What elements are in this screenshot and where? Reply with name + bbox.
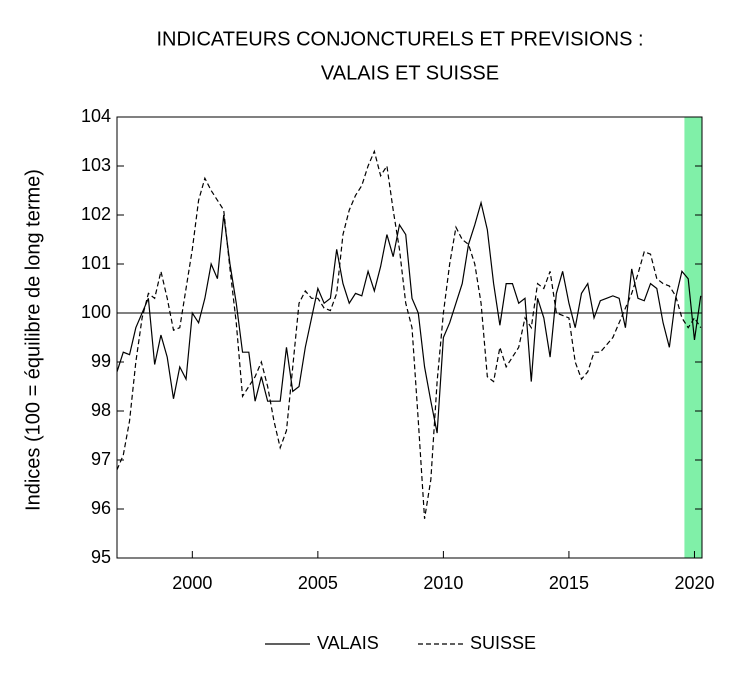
series-line bbox=[116, 149, 702, 519]
y-tick-label: 96 bbox=[91, 498, 111, 518]
y-tick-label: 95 bbox=[91, 547, 111, 567]
y-tick-label: 102 bbox=[81, 204, 111, 224]
y-tick-label: 101 bbox=[81, 253, 111, 273]
series-line bbox=[116, 200, 702, 434]
chart-title: INDICATEURS CONJONCTURELS ET PREVISIONS … bbox=[156, 28, 643, 50]
plot-frame bbox=[116, 116, 703, 559]
x-tick-label: 2005 bbox=[298, 573, 338, 593]
x-tick-label: 2020 bbox=[674, 573, 714, 593]
x-tick-label: 2000 bbox=[172, 573, 212, 593]
y-tick-label: 104 bbox=[81, 106, 111, 126]
chart-title: VALAIS ET SUISSE bbox=[321, 62, 499, 84]
y-tick-label: 100 bbox=[81, 302, 111, 322]
y-tick-label: 98 bbox=[91, 400, 111, 420]
x-tick-label: 2010 bbox=[423, 573, 463, 593]
x-tick-label: 2015 bbox=[549, 573, 589, 593]
forecast-band bbox=[684, 117, 702, 558]
y-tick-label: 97 bbox=[91, 449, 111, 469]
y-tick-label: 99 bbox=[91, 351, 111, 371]
legend-label: SUISSE bbox=[470, 633, 536, 653]
legend-label: VALAIS bbox=[317, 633, 379, 653]
y-tick-label: 103 bbox=[81, 155, 111, 175]
y-axis-label: Indices (100 = équilibre de long terme) bbox=[22, 169, 44, 511]
